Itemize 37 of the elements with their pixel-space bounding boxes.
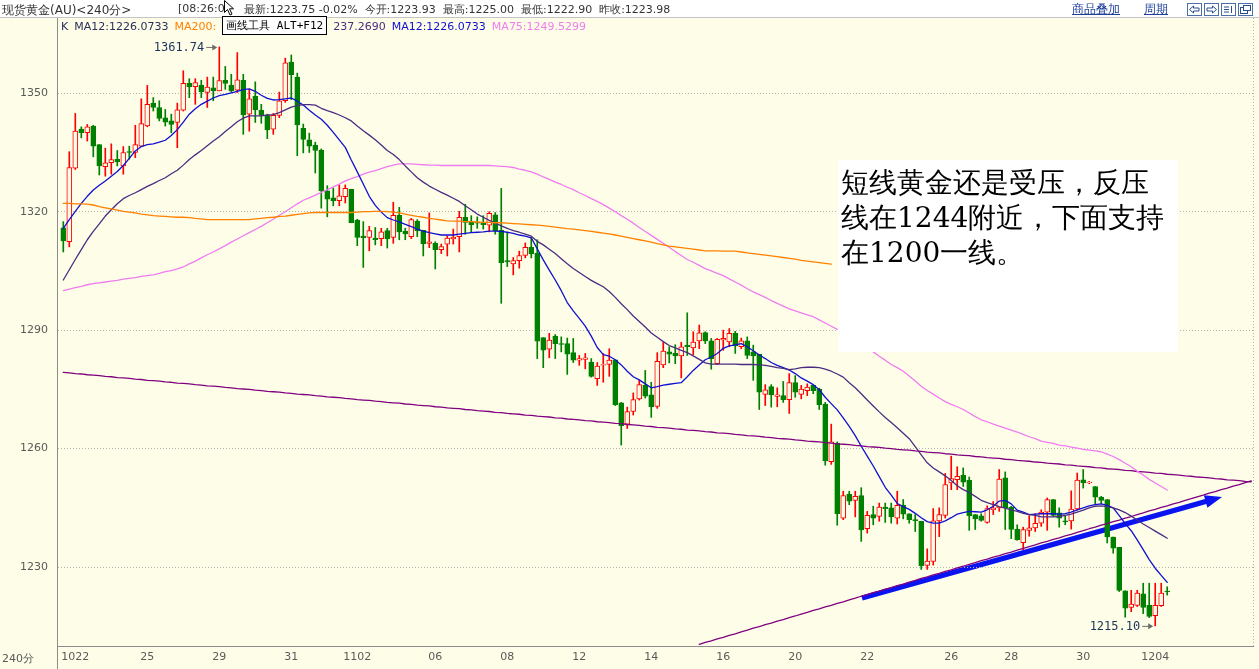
text: MA12:1226.0733 (391, 19, 486, 34)
x-tick-label: 25 (140, 650, 155, 664)
x-tick-label: 12 (572, 650, 587, 664)
chart-title: 现货黄金(AU)<240分> (2, 2, 132, 19)
text: [08:26:0 (178, 2, 225, 15)
annotation: 短线黄金还是受压，反压线在1244附近，下面支持在1200一线。 (841, 165, 1166, 270)
text: MA12:1226.0733 (74, 19, 169, 34)
x-tick-label: 14 (644, 650, 659, 664)
text: MA75:1249.5299 (491, 19, 587, 34)
x-tick-label: 31 (284, 650, 299, 664)
x-tick-label: 06 (428, 650, 443, 664)
chart-subtitle: 最新:1223.75 -0.02% 今开:1223.93 最高:1225.00 最低:1222.90 昨收:1223.98 (244, 2, 671, 17)
y-tick-label: 1230 (20, 559, 48, 573)
x-tick-label: 22 (860, 650, 875, 664)
text: 237.2690 (333, 19, 386, 34)
text: K (61, 19, 69, 34)
x-tick-label: 08 (500, 650, 515, 664)
x-tick-label: 1102 (343, 650, 372, 664)
text: 商品叠加 (1072, 1, 1120, 18)
x-tick-label: 26 (944, 650, 959, 664)
y-tick-label: 1260 (20, 441, 48, 455)
y-tick-label: 1290 (20, 323, 48, 337)
annotation: 1215.10 (1089, 618, 1141, 633)
x-tick-label: 20 (788, 650, 803, 664)
x-tick-label: 1204 (1141, 650, 1170, 664)
x-tick-label: 30 (1076, 650, 1091, 664)
x-tick-label: 28 (1004, 650, 1019, 664)
annotation: 1361.74 (153, 40, 205, 55)
x-tick-label: 1022 (61, 650, 90, 664)
y-tick-label: 1350 (20, 86, 48, 100)
x-tick-label: 16 (716, 650, 731, 664)
y-tick-label: 1320 (20, 204, 48, 218)
x-axis-title: 240分 (2, 651, 34, 666)
x-tick-label: 29 (212, 650, 227, 664)
text: MA200: (174, 19, 217, 34)
text: 周期 (1144, 1, 1168, 18)
text: 画线工具 ALT+F12 (222, 16, 328, 35)
